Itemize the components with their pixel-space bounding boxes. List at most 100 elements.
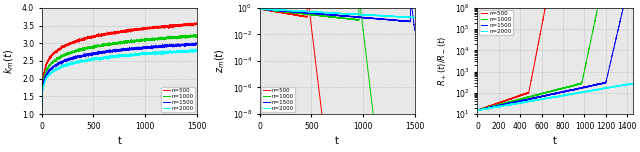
n=2000 xyxy=(475,109,483,111)
n=2000 xyxy=(563,95,570,96)
n=1500 xyxy=(160,47,168,48)
n=1500 xyxy=(283,10,291,12)
n=1000 xyxy=(38,109,45,111)
n=1500 xyxy=(316,13,323,15)
n=500 xyxy=(408,126,415,128)
n=1500 xyxy=(188,43,196,45)
n=500 xyxy=(193,23,200,25)
n=1000 xyxy=(474,110,481,111)
n=500 xyxy=(602,1,609,3)
n=1000 xyxy=(273,10,281,12)
n=2000 xyxy=(46,73,54,74)
Line: n=1000: n=1000 xyxy=(42,35,196,110)
n=1000 xyxy=(488,106,496,108)
Line: n=2000: n=2000 xyxy=(477,83,632,111)
n=1500 xyxy=(192,42,200,44)
n=500 xyxy=(46,57,54,59)
n=2000 xyxy=(38,108,45,109)
n=1000 xyxy=(620,0,627,2)
n=2000 xyxy=(409,17,417,19)
n=1500 xyxy=(581,86,589,88)
n=500 xyxy=(193,22,200,24)
n=500 xyxy=(322,127,330,128)
n=1000 xyxy=(602,1,609,2)
n=500 xyxy=(188,23,196,25)
n=1500 xyxy=(563,90,570,92)
n=1500 xyxy=(628,0,636,2)
n=2000 xyxy=(256,8,264,10)
n=500 xyxy=(475,109,483,111)
n=1000 xyxy=(474,110,482,111)
X-axis label: t: t xyxy=(117,136,121,146)
n=500 xyxy=(488,104,496,106)
n=2000 xyxy=(109,55,117,57)
Line: n=1500: n=1500 xyxy=(260,0,415,30)
n=500 xyxy=(474,109,481,111)
n=1000 xyxy=(391,126,399,128)
Line: n=1500: n=1500 xyxy=(477,1,632,110)
Line: n=500: n=500 xyxy=(42,23,196,109)
n=2000 xyxy=(188,50,196,52)
n=500 xyxy=(109,31,117,33)
n=500 xyxy=(411,126,419,128)
n=500 xyxy=(256,8,264,10)
n=500 xyxy=(342,127,350,129)
Y-axis label: $k_m(t)$: $k_m(t)$ xyxy=(3,48,17,74)
n=2000 xyxy=(391,16,399,18)
n=2000 xyxy=(474,109,481,111)
Y-axis label: $z_m(t)$: $z_m(t)$ xyxy=(213,49,227,73)
n=1000 xyxy=(408,126,415,128)
Line: n=500: n=500 xyxy=(477,1,632,111)
n=1000 xyxy=(109,43,117,44)
n=500 xyxy=(563,1,570,3)
Line: n=2000: n=2000 xyxy=(260,9,415,18)
Legend: n=500, n=1000, n=1500, n=2000: n=500, n=1000, n=1500, n=2000 xyxy=(479,10,513,35)
n=1000 xyxy=(316,14,323,16)
n=1000 xyxy=(475,109,483,111)
n=500 xyxy=(160,26,168,28)
n=1000 xyxy=(322,16,330,17)
n=1500 xyxy=(408,5,415,7)
n=2000 xyxy=(188,49,196,51)
Line: n=500: n=500 xyxy=(260,0,415,128)
n=2000 xyxy=(628,83,636,84)
n=2000 xyxy=(113,55,121,57)
n=1500 xyxy=(536,96,544,98)
n=2000 xyxy=(488,107,496,109)
Legend: n=500, n=1000, n=1500, n=2000: n=500, n=1000, n=1500, n=2000 xyxy=(261,86,295,112)
n=2000 xyxy=(475,110,483,112)
n=1500 xyxy=(113,49,121,51)
n=2000 xyxy=(193,49,200,51)
n=1000 xyxy=(193,35,200,37)
n=2000 xyxy=(316,11,323,13)
n=1000 xyxy=(536,93,544,95)
n=2000 xyxy=(536,98,544,100)
n=2000 xyxy=(160,51,168,53)
n=1500 xyxy=(411,29,419,31)
n=500 xyxy=(581,1,589,2)
n=1000 xyxy=(191,34,199,36)
n=1500 xyxy=(38,108,45,110)
n=500 xyxy=(391,127,399,128)
n=500 xyxy=(188,23,196,25)
n=2000 xyxy=(283,10,291,11)
n=1000 xyxy=(160,39,168,41)
n=1000 xyxy=(563,86,570,88)
n=500 xyxy=(273,11,281,13)
n=1000 xyxy=(256,8,264,10)
n=500 xyxy=(113,31,121,33)
n=1000 xyxy=(113,41,121,43)
n=2000 xyxy=(322,12,330,13)
n=1000 xyxy=(188,35,196,37)
n=1500 xyxy=(193,43,200,45)
n=1500 xyxy=(322,14,330,16)
n=1500 xyxy=(109,50,117,52)
n=1500 xyxy=(46,69,54,71)
n=1500 xyxy=(391,19,399,21)
n=500 xyxy=(474,110,482,112)
n=2000 xyxy=(408,16,415,18)
X-axis label: t: t xyxy=(335,136,339,146)
n=2000 xyxy=(581,91,589,93)
n=1500 xyxy=(474,109,481,111)
n=1000 xyxy=(411,126,419,128)
